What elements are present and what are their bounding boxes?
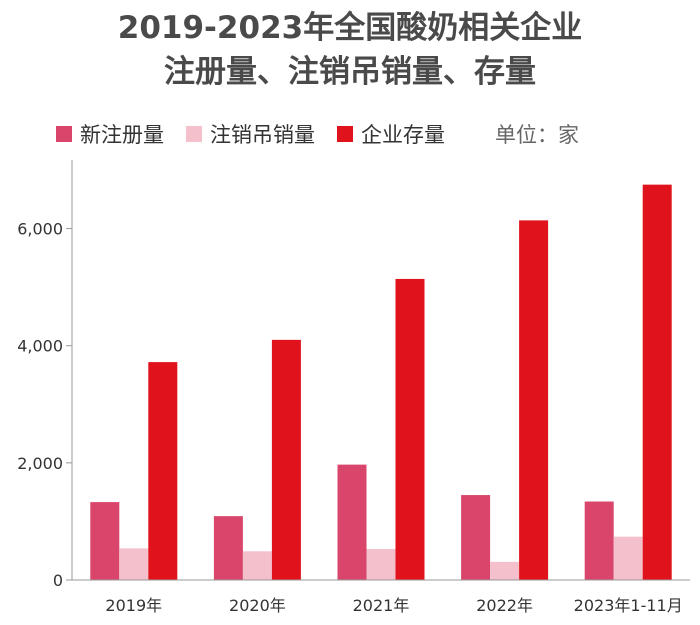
bar-cancellations bbox=[366, 548, 396, 580]
unit-label: 单位：家 bbox=[495, 123, 579, 147]
legend-item-new-registrations: 新注册量 bbox=[56, 119, 164, 149]
chart-title: 2019-2023年全国酸奶相关企业 注册量、注销吊销量、存量 bbox=[0, 6, 700, 94]
bars-group bbox=[90, 184, 672, 580]
x-category-label: 2022年 bbox=[476, 596, 533, 615]
bar-new-registrations bbox=[90, 502, 120, 580]
legend: 新注册量 注销吊销量 企业存量 单位：家 bbox=[56, 120, 579, 148]
legend-swatch-stock bbox=[337, 126, 353, 142]
y-tick-label: 6,000 bbox=[17, 220, 63, 239]
bar-new-registrations bbox=[213, 516, 243, 580]
legend-swatch-cancellations bbox=[186, 126, 202, 142]
bar-stock bbox=[148, 362, 178, 580]
bar-new-registrations bbox=[337, 464, 367, 580]
legend-label-cancellations: 注销吊销量 bbox=[210, 123, 315, 147]
bar-stock bbox=[271, 339, 301, 580]
legend-item-stock: 企业存量 bbox=[337, 119, 445, 149]
legend-label-stock: 企业存量 bbox=[361, 123, 445, 147]
bar-cancellations bbox=[613, 536, 643, 580]
bar-stock bbox=[395, 278, 425, 580]
bar-new-registrations bbox=[461, 495, 491, 580]
legend-swatch-new-registrations bbox=[56, 126, 72, 142]
bar-cancellations bbox=[119, 548, 149, 580]
x-axis: 2019年 2020年 2021年 2022年 2023年1-11月 bbox=[72, 579, 690, 615]
y-tick-label: 2,000 bbox=[17, 454, 63, 473]
x-category-label: 2021年 bbox=[353, 596, 410, 615]
y-axis: 0 2,000 4,000 6,000 bbox=[17, 160, 73, 590]
y-tick-label: 4,000 bbox=[17, 337, 63, 356]
bar-cancellations bbox=[242, 551, 272, 580]
chart-title-line-1: 2019-2023年全国酸奶相关企业 bbox=[117, 10, 583, 46]
x-category-label: 2020年 bbox=[229, 596, 286, 615]
legend-item-cancellations: 注销吊销量 bbox=[186, 119, 315, 149]
legend-label-new-registrations: 新注册量 bbox=[80, 123, 164, 147]
bar-cancellations bbox=[490, 561, 520, 580]
bar-new-registrations bbox=[584, 501, 614, 580]
x-category-label: 2019年 bbox=[105, 596, 162, 615]
x-category-label: 2023年1-11月 bbox=[574, 596, 683, 615]
chart-title-line-2: 注册量、注销吊销量、存量 bbox=[164, 54, 536, 90]
y-tick-label: 0 bbox=[53, 571, 63, 590]
bar-stock bbox=[519, 220, 549, 580]
bar-stock bbox=[642, 184, 672, 580]
